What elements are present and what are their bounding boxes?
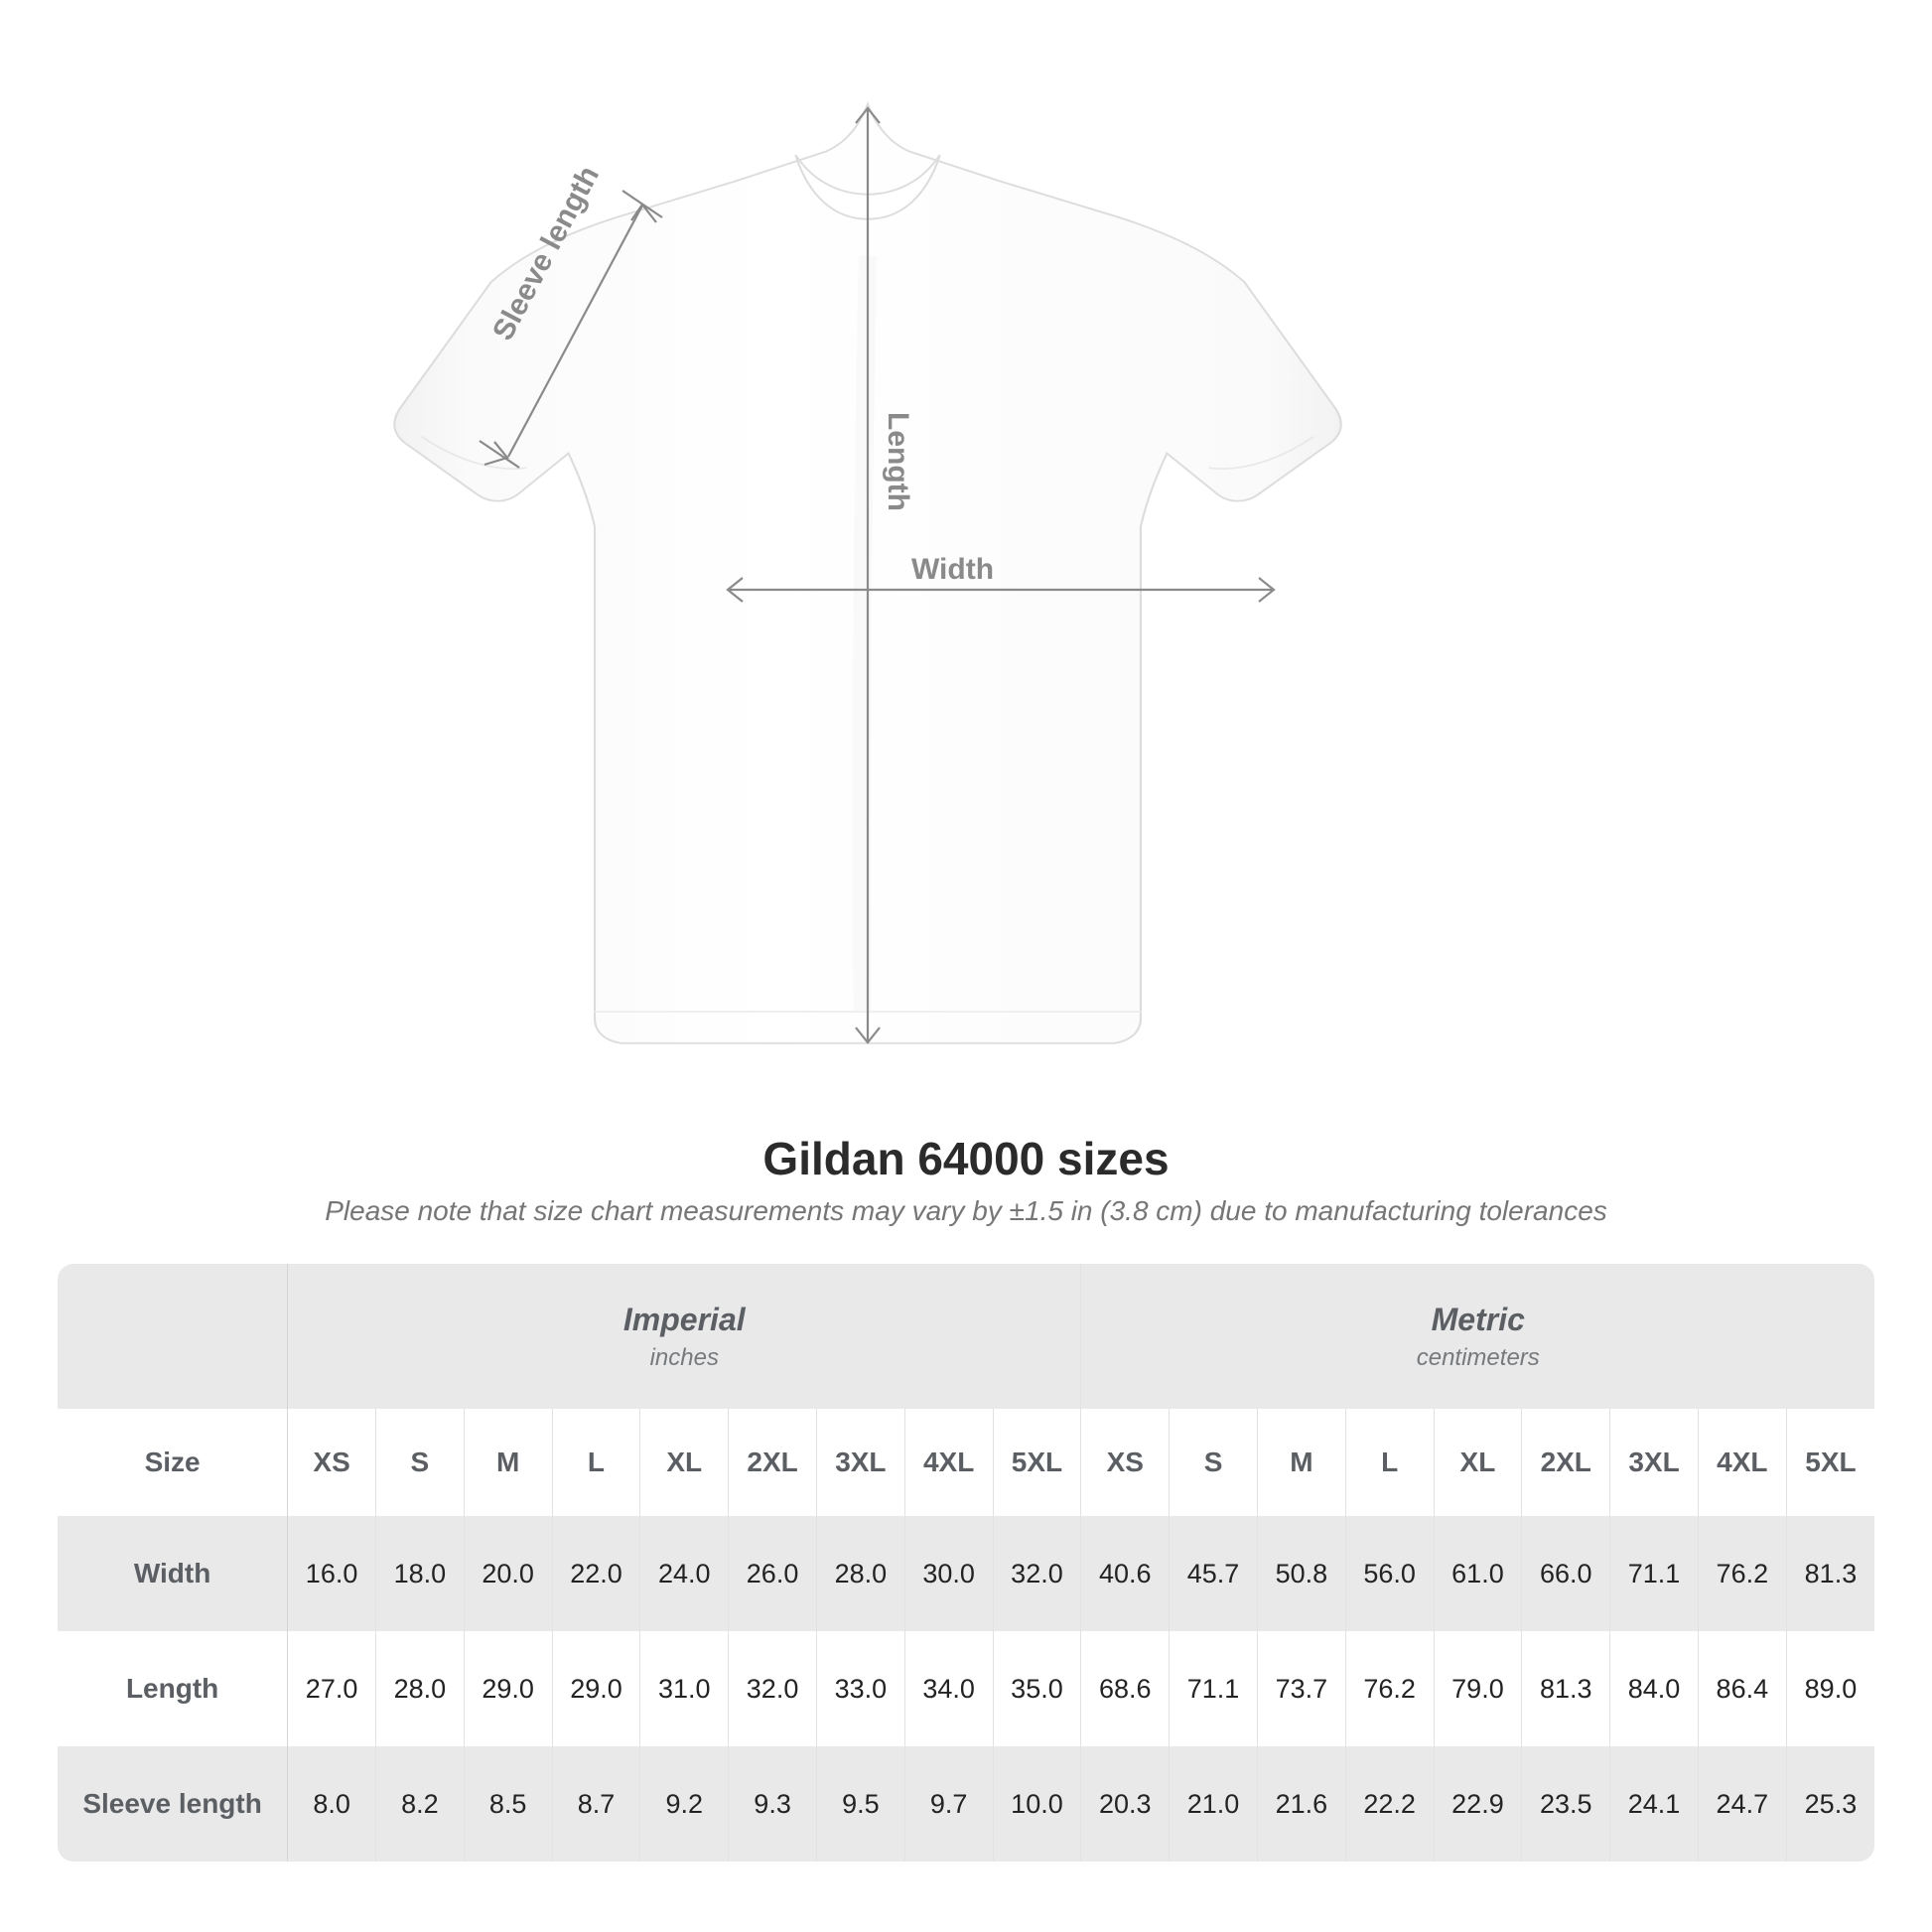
svg-text:Width: Width [911,553,994,586]
svg-text:Length: Length [882,412,914,511]
